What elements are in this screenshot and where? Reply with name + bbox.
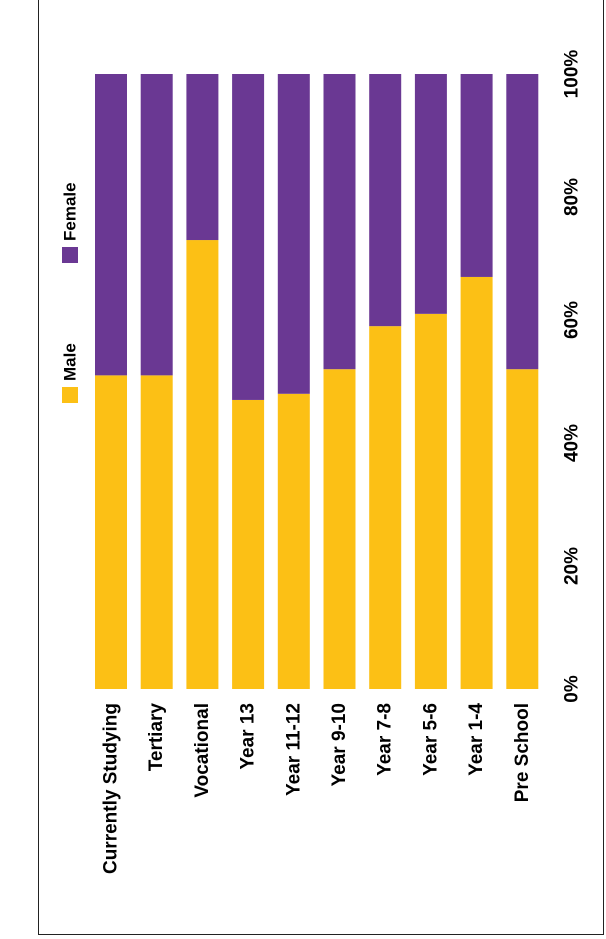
axis-tick-labels: 0% 20% 40% 60% 80% 100% bbox=[562, 50, 583, 703]
category-label: Tertiary bbox=[146, 703, 167, 772]
category-label: Year 7-8 bbox=[375, 703, 396, 776]
category-label: Year 11-12 bbox=[283, 703, 304, 796]
bars-layer bbox=[95, 73, 539, 689]
bar-male-year-11-12 bbox=[277, 393, 310, 689]
bar-female-year-1-4 bbox=[460, 74, 493, 277]
bar-male-year-13 bbox=[232, 399, 265, 689]
category-label: Year 9-10 bbox=[329, 703, 350, 786]
bar-female-pre-school bbox=[506, 74, 539, 370]
bar-female-tertiary bbox=[140, 73, 173, 376]
bar-female-year-5-6 bbox=[414, 73, 447, 314]
x-tick-label: 0% bbox=[562, 675, 583, 703]
legend-swatch-male bbox=[62, 387, 78, 403]
bar-female-year-7-8 bbox=[369, 74, 402, 327]
bar-male-tertiary bbox=[140, 375, 173, 689]
x-tick-label: 40% bbox=[562, 424, 583, 462]
category-labels: Currently Studying Tertiary Vocational Year… bbox=[101, 703, 533, 874]
category-label: Year 1-4 bbox=[466, 703, 487, 776]
category-label: Year 5-6 bbox=[420, 703, 441, 776]
category-label: Year 13 bbox=[238, 703, 259, 770]
bar-female-year-11-12 bbox=[277, 74, 310, 394]
x-tick-label: 100% bbox=[562, 50, 583, 99]
legend-label-male: Male bbox=[61, 343, 80, 381]
bar-male-pre-school bbox=[506, 369, 539, 689]
bar-male-year-5-6 bbox=[414, 313, 447, 689]
category-label: Pre School bbox=[512, 703, 533, 802]
bar-female-currently-studying bbox=[95, 73, 127, 376]
bar-male-currently-studying bbox=[95, 375, 127, 689]
bar-female-year-13 bbox=[232, 74, 265, 400]
x-tick-label: 80% bbox=[562, 178, 583, 216]
bar-male-year-9-10 bbox=[323, 369, 356, 689]
bar-female-year-9-10 bbox=[323, 74, 356, 370]
legend: Male Female bbox=[61, 182, 80, 403]
x-tick-label: 20% bbox=[562, 547, 583, 585]
bar-female-vocational bbox=[186, 73, 219, 241]
category-label: Vocational bbox=[192, 703, 213, 798]
legend-label-female: Female bbox=[61, 182, 80, 241]
bar-male-year-1-4 bbox=[460, 276, 493, 689]
category-label: Currently Studying bbox=[101, 703, 122, 874]
legend-swatch-female bbox=[62, 247, 78, 263]
x-tick-label: 60% bbox=[562, 301, 583, 339]
bar-male-year-7-8 bbox=[369, 326, 402, 689]
bar-male-vocational bbox=[186, 240, 219, 689]
